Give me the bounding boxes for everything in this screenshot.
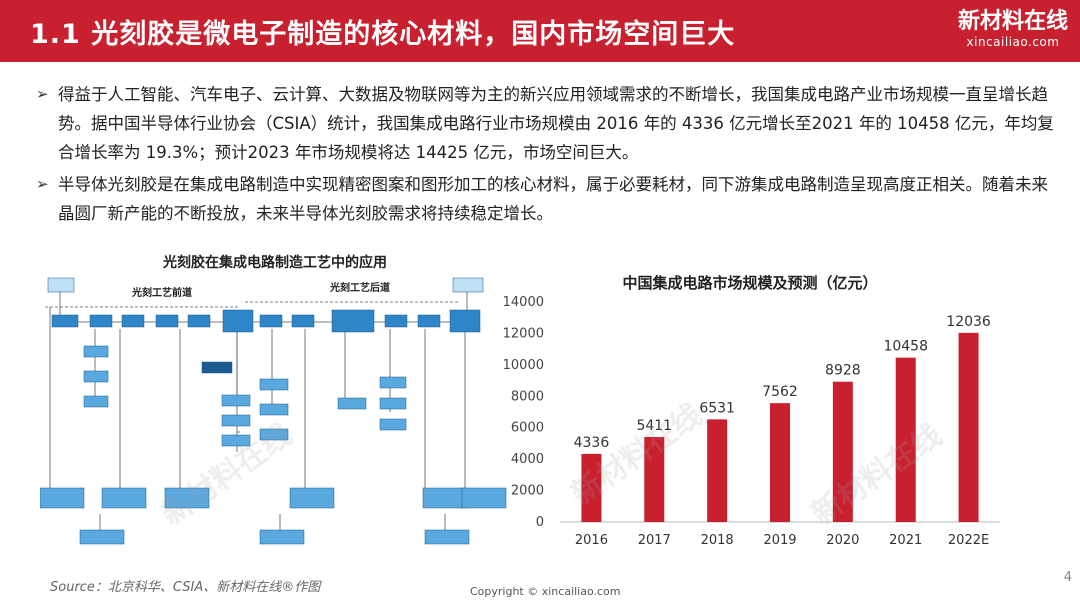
chart-title: 中国集成电路市场规模及预测（亿元） [622,274,878,292]
x-tick-label: 2016 [575,533,608,548]
bar-value-label: 5411 [636,418,672,434]
bullet-text: 得益于人工智能、汽车电子、云计算、大数据及物联网等为主的新兴应用领域需求的不断增… [58,85,1054,162]
bar-value-label: 4336 [574,435,610,451]
bar-value-label: 8928 [825,363,861,379]
bullet-list: ➢ 得益于人工智能、汽车电子、云计算、大数据及物联网等为主的新兴应用领域需求的不… [36,80,1056,231]
bar-value-label: 10458 [883,339,928,355]
bullet-item: ➢ 得益于人工智能、汽车电子、云计算、大数据及物联网等为主的新兴应用领域需求的不… [36,80,1056,167]
y-tick-label: 4000 [511,452,544,467]
y-tick-label: 2000 [511,484,544,499]
x-tick-label: 2018 [701,533,734,548]
bar-value-label: 12036 [946,314,991,330]
slide-header: 1.1 光刻胶是微电子制造的核心材料，国内市场空间巨大 新材料在线 xincai… [0,0,1080,62]
source-note: Source：北京科华、CSIA、新材料在线®作图 [50,580,321,595]
bar-value-label: 7562 [762,384,798,400]
market-size-bar-chart: 0 2000 4000 6000 8000 10000 12000 14000 4336 2016… [503,295,1000,548]
arrow-bullet-icon: ➢ [36,85,49,103]
flowchart: 光刻胶在集成电路制造工艺中的应用 [40,252,510,552]
flowchart-title: 光刻胶在集成电路制造工艺中的应用 [163,255,387,271]
bar [770,403,790,522]
bullet-text: 半导体光刻胶是在集成电路制造中实现精密图案和图形加工的核心材料，属于必要耗材，同… [58,175,1048,223]
arrow-bullet-icon: ➢ [36,175,49,193]
x-tick-label: 2017 [638,533,671,548]
slide-title: 1.1 光刻胶是微电子制造的核心材料，国内市场空间巨大 [30,19,736,50]
y-tick-label: 10000 [503,358,544,373]
flowchart-diagram [40,277,507,545]
x-tick-label: 2020 [826,533,859,548]
copyright: Copyright © xincailiao.com [470,585,621,598]
x-tick-label: 2021 [889,533,922,548]
bar [644,436,665,522]
bar-value-label: 6531 [699,400,735,416]
y-tick-label: 6000 [511,421,544,436]
bar [895,357,916,522]
y-tick-label: 0 [536,515,544,530]
x-tick-label: 2019 [763,533,796,548]
y-tick-label: 14000 [503,295,544,310]
brand-name-en: xincailiao.com [966,35,1060,49]
brand-logo: 新材料在线 xincailiao.com [958,10,1068,50]
bar [581,453,602,522]
y-tick-label: 12000 [503,326,544,341]
y-tick-label: 8000 [511,389,544,404]
flowchart-back-label: 光刻工艺后道 [330,283,390,294]
x-tick-label: 2022E [948,533,989,548]
flowchart-front-label: 光刻工艺前道 [132,288,192,299]
bar [832,381,853,522]
bar [958,332,979,522]
page-number: 4 [1063,570,1072,585]
bullet-item: ➢ 半导体光刻胶是在集成电路制造中实现精密图案和图形加工的核心材料，属于必要耗材… [36,170,1056,228]
brand-name-cn: 新材料在线 [957,9,1068,34]
bar [707,419,728,522]
